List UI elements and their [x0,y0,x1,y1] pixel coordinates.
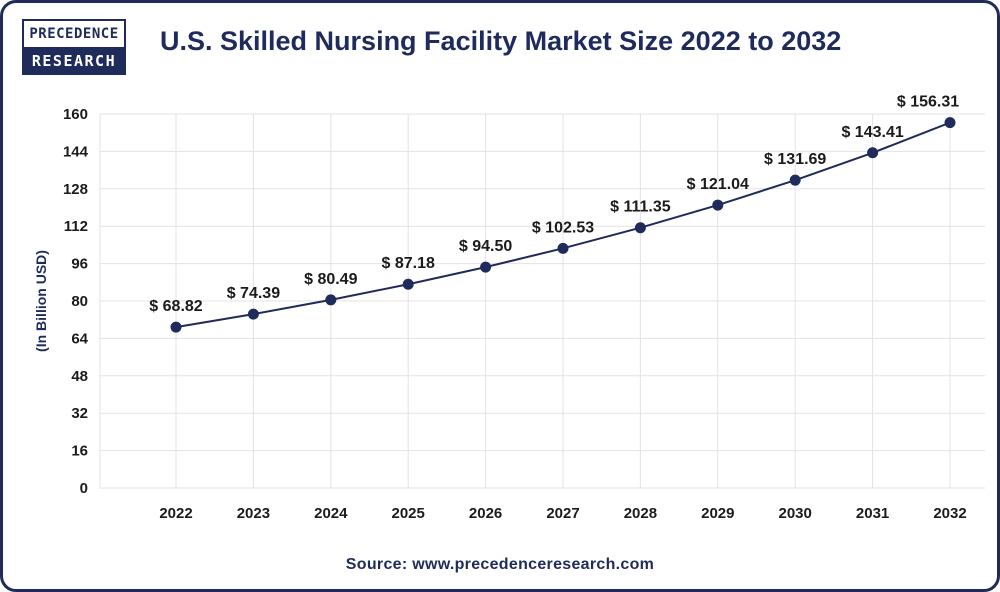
x-tick-label: 2028 [624,505,657,522]
x-tick-label: 2025 [392,505,425,522]
y-axis-ticks: 0 16 32 48 64 80 96 112 128 144 160 [63,106,89,497]
data-point [712,199,724,211]
data-labels: $ 68.82 $ 74.39 $ 80.49 $ 87.18 $ 94.50 $ 102… [149,94,959,316]
data-point [480,261,492,273]
data-label: $ 87.18 [382,255,435,272]
y-tick-label: 112 [64,218,88,235]
data-label: $ 111.35 [610,199,671,216]
x-tick-label: 2023 [237,505,270,522]
y-axis-label: (In Billion USD) [33,250,49,352]
data-label: $ 68.82 [149,298,202,315]
data-label: $ 156.31 [897,94,959,111]
y-tick-label: 48 [71,368,88,385]
data-label: $ 131.69 [764,151,826,168]
data-point [170,321,182,333]
data-label: $ 121.04 [687,176,749,193]
logo-top-text: PRECEDENCE [22,19,126,47]
x-tick-label: 2030 [779,505,812,522]
x-tick-label: 2031 [856,505,889,522]
x-tick-label: 2022 [159,505,192,522]
data-point [402,278,414,290]
y-tick-label: 80 [71,293,88,310]
y-tick-label: 128 [63,181,88,198]
x-tick-label: 2026 [469,505,502,522]
x-axis-ticks: 2022 2023 2024 2025 2026 2027 2028 2029 2030 2031… [159,505,966,522]
x-tick-label: 2032 [933,505,966,522]
x-tick-label: 2027 [546,505,579,522]
y-tick-label: 32 [71,405,88,422]
data-point [789,174,801,186]
x-tick-label: 2029 [701,505,734,522]
y-tick-label: 64 [71,330,88,347]
data-point [325,294,337,306]
data-point [867,147,879,159]
series-line [170,117,956,333]
y-tick-label: 160 [63,106,88,123]
data-label: $ 143.41 [841,124,903,141]
chart-title: U.S. Skilled Nursing Facility Market Siz… [160,26,842,56]
y-tick-label: 16 [71,443,88,460]
source-note: Source: www.precedenceresearch.com [345,556,655,573]
data-point [247,308,259,320]
data-label: $ 94.50 [459,238,512,255]
data-label: $ 102.53 [532,219,594,236]
y-tick-label: 144 [63,143,89,160]
data-point [944,117,956,129]
data-label: $ 74.39 [227,285,280,302]
brand-logo: PRECEDENCE RESEARCH [22,18,126,76]
x-tick-label: 2024 [314,505,348,522]
y-tick-label: 96 [71,256,88,273]
y-tick-label: 0 [80,480,88,497]
logo-bottom-text: RESEARCH [22,47,126,75]
data-point [634,222,646,234]
data-label: $ 80.49 [304,271,357,288]
data-point [557,242,569,254]
